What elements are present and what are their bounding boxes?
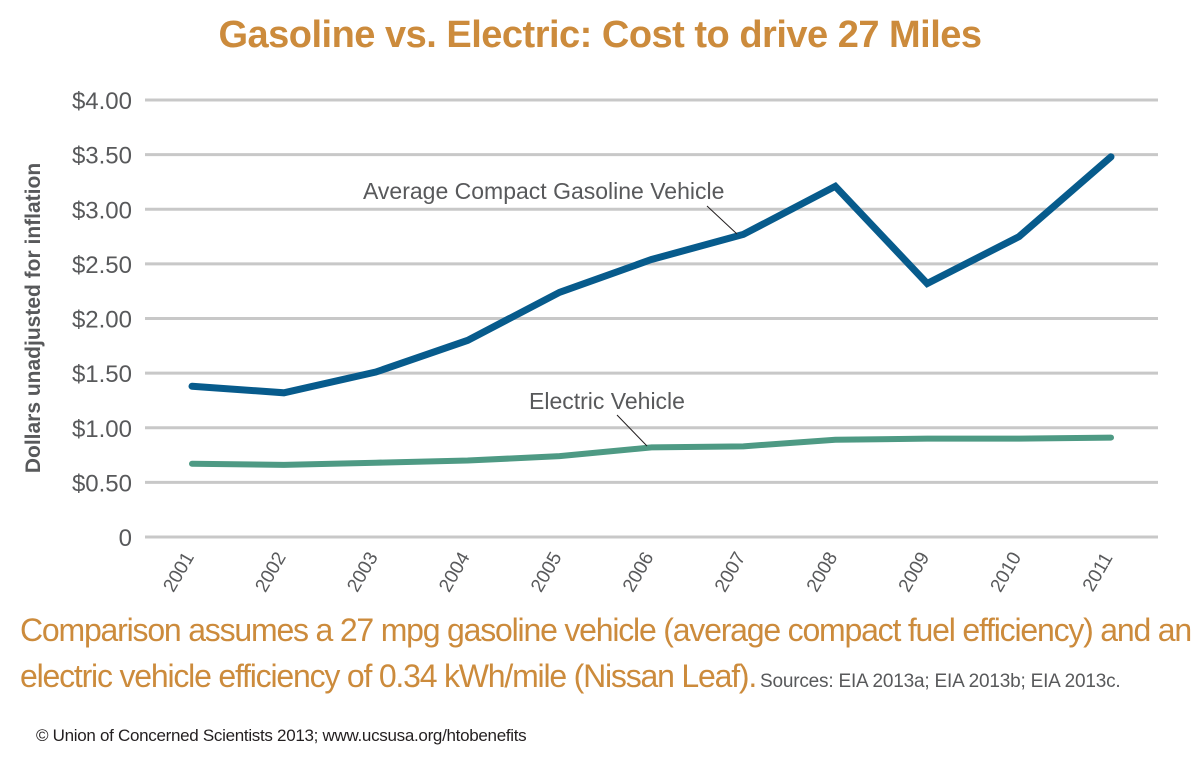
- series-lines: [188, 153, 1115, 468]
- x-tick-label: 2001: [160, 549, 199, 596]
- x-tick-label: 2005: [527, 549, 566, 596]
- y-tick-label: $4.00: [72, 88, 132, 115]
- y-tick-label: $3.00: [72, 197, 132, 224]
- electric-leader-line: [616, 414, 648, 447]
- copyright-text: © Union of Concerned Scientists 2013; ww…: [36, 726, 527, 745]
- y-tick-label: $0.50: [72, 470, 132, 497]
- y-tick-label: $2.50: [72, 252, 132, 279]
- electric-series-label: Electric Vehicle: [529, 388, 685, 414]
- x-tick-label: 2006: [619, 549, 658, 596]
- y-tick-label: 0: [119, 525, 132, 552]
- x-tick-label: 2008: [803, 549, 842, 596]
- y-tick-label: $3.50: [72, 143, 132, 170]
- chart-title: Gasoline vs. Electric: Cost to drive 27 …: [218, 14, 982, 56]
- y-tick-label: $2.00: [72, 307, 132, 334]
- footnote-line-1: Comparison assumes a 27 mpg gasoline veh…: [20, 612, 1192, 648]
- x-axis-ticks: 2001 2002 2003 2004 2005 2006 2007 2008 2009 2010…: [160, 548, 1118, 595]
- x-tick-label: 2011: [1079, 549, 1118, 595]
- y-tick-label: $1.00: [72, 416, 132, 443]
- sources-text: Sources: EIA 2013a; EIA 2013b; EIA 2013c…: [760, 671, 1121, 692]
- y-tick-label: $1.50: [72, 361, 132, 388]
- x-tick-label: 2009: [895, 549, 934, 596]
- y-axis-label: Dollars unadjusted for inflation: [22, 162, 45, 474]
- x-tick-label: 2004: [435, 548, 475, 595]
- x-tick-label: 2010: [987, 549, 1026, 596]
- series-annotations: Average Compact Gasoline Vehicle Electric…: [363, 178, 738, 447]
- gasoline-series-label: Average Compact Gasoline Vehicle: [363, 178, 724, 204]
- gridlines: [145, 98, 1158, 539]
- footnote-line-2: electric vehicle efficiency of 0.34 kWh/…: [20, 658, 1121, 695]
- electric-series-line: [189, 434, 1114, 468]
- x-tick-label: 2007: [711, 549, 750, 596]
- x-tick-label: 2002: [251, 549, 290, 596]
- x-tick-label: 2003: [343, 549, 382, 596]
- gasoline-leader-line: [706, 205, 738, 235]
- y-axis-ticks: 0 $0.50 $1.00 $1.50 $2.00 $2.50 $3.00 $3.50 $4.0…: [72, 88, 132, 552]
- footnote-line-2-text: electric vehicle efficiency of 0.34 kWh/…: [20, 658, 757, 694]
